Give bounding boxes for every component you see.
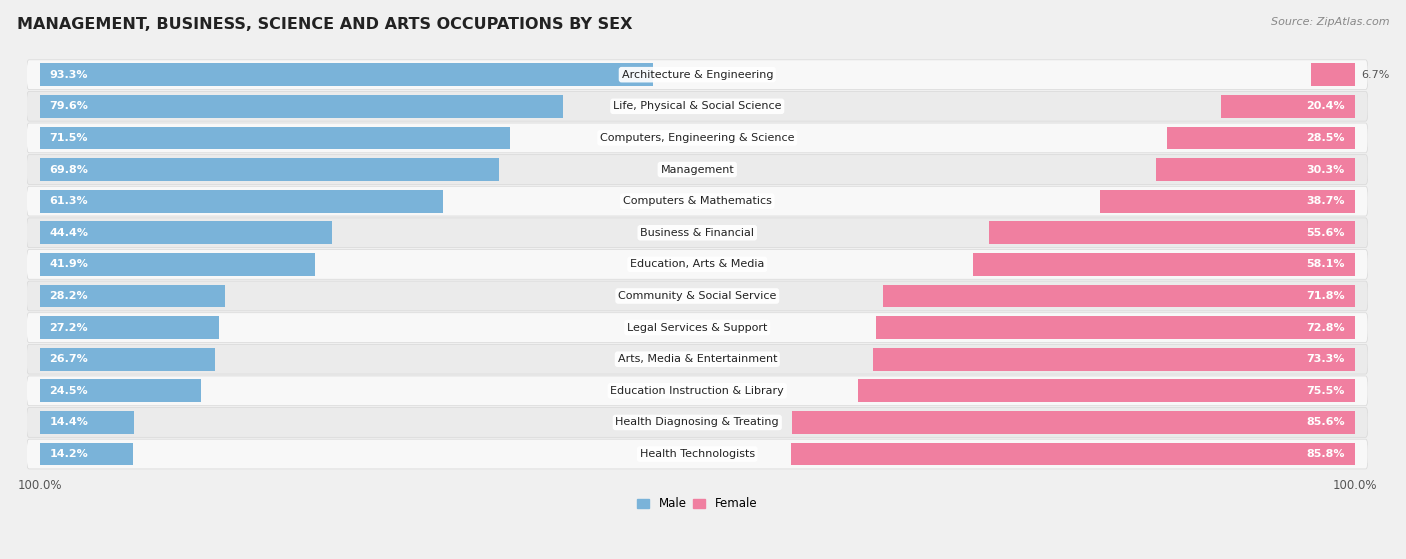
FancyBboxPatch shape <box>27 186 1368 216</box>
Text: Life, Physical & Social Science: Life, Physical & Social Science <box>613 101 782 111</box>
Text: 58.1%: 58.1% <box>1306 259 1346 269</box>
Text: Computers & Mathematics: Computers & Mathematics <box>623 196 772 206</box>
Text: 72.8%: 72.8% <box>1306 323 1346 333</box>
Text: Source: ZipAtlas.com: Source: ZipAtlas.com <box>1271 17 1389 27</box>
Text: 61.3%: 61.3% <box>49 196 89 206</box>
Text: Arts, Media & Entertainment: Arts, Media & Entertainment <box>617 354 778 364</box>
FancyBboxPatch shape <box>27 155 1368 184</box>
Text: Architecture & Engineering: Architecture & Engineering <box>621 70 773 80</box>
Bar <box>792 411 1355 434</box>
Text: 30.3%: 30.3% <box>1306 164 1346 174</box>
Text: 75.5%: 75.5% <box>1306 386 1346 396</box>
FancyBboxPatch shape <box>27 281 1368 311</box>
Text: 85.8%: 85.8% <box>1306 449 1346 459</box>
Text: 20.4%: 20.4% <box>1306 101 1346 111</box>
Text: 14.4%: 14.4% <box>49 418 89 428</box>
Text: Legal Services & Support: Legal Services & Support <box>627 323 768 333</box>
Text: Health Technologists: Health Technologists <box>640 449 755 459</box>
Bar <box>883 285 1355 307</box>
Bar <box>1101 190 1355 212</box>
Bar <box>39 63 654 86</box>
Bar <box>873 348 1355 371</box>
Bar <box>1167 126 1355 149</box>
Bar <box>39 221 332 244</box>
FancyBboxPatch shape <box>27 408 1368 437</box>
Text: 44.4%: 44.4% <box>49 228 89 238</box>
Bar <box>39 253 315 276</box>
Text: 93.3%: 93.3% <box>49 70 89 80</box>
Text: Community & Social Service: Community & Social Service <box>619 291 776 301</box>
FancyBboxPatch shape <box>27 312 1368 343</box>
Text: MANAGEMENT, BUSINESS, SCIENCE AND ARTS OCCUPATIONS BY SEX: MANAGEMENT, BUSINESS, SCIENCE AND ARTS O… <box>17 17 633 32</box>
Bar <box>39 348 215 371</box>
Bar <box>39 285 225 307</box>
Bar <box>39 190 443 212</box>
Text: Education Instruction & Library: Education Instruction & Library <box>610 386 785 396</box>
Bar <box>876 316 1355 339</box>
Text: 6.7%: 6.7% <box>1361 70 1389 80</box>
Bar <box>859 380 1355 402</box>
Text: 38.7%: 38.7% <box>1306 196 1346 206</box>
FancyBboxPatch shape <box>27 60 1368 89</box>
Bar <box>973 253 1355 276</box>
Bar <box>39 411 135 434</box>
Text: Business & Financial: Business & Financial <box>640 228 754 238</box>
Text: Management: Management <box>661 164 734 174</box>
Text: Education, Arts & Media: Education, Arts & Media <box>630 259 765 269</box>
Bar <box>1220 95 1355 118</box>
Text: 71.5%: 71.5% <box>49 133 89 143</box>
Text: 26.7%: 26.7% <box>49 354 89 364</box>
Bar <box>39 95 564 118</box>
Text: 27.2%: 27.2% <box>49 323 89 333</box>
Text: 28.2%: 28.2% <box>49 291 89 301</box>
Text: Health Diagnosing & Treating: Health Diagnosing & Treating <box>616 418 779 428</box>
FancyBboxPatch shape <box>27 344 1368 374</box>
Text: 85.6%: 85.6% <box>1306 418 1346 428</box>
Bar <box>39 158 499 181</box>
Bar <box>39 443 134 466</box>
Bar <box>39 380 201 402</box>
Text: 24.5%: 24.5% <box>49 386 89 396</box>
Text: 41.9%: 41.9% <box>49 259 89 269</box>
Text: 55.6%: 55.6% <box>1306 228 1346 238</box>
FancyBboxPatch shape <box>27 218 1368 248</box>
Bar <box>790 443 1355 466</box>
FancyBboxPatch shape <box>27 123 1368 153</box>
Text: 71.8%: 71.8% <box>1306 291 1346 301</box>
Text: 28.5%: 28.5% <box>1306 133 1346 143</box>
FancyBboxPatch shape <box>27 439 1368 469</box>
Text: 79.6%: 79.6% <box>49 101 89 111</box>
Bar <box>990 221 1355 244</box>
Text: 69.8%: 69.8% <box>49 164 89 174</box>
Bar <box>1156 158 1355 181</box>
Legend: Male, Female: Male, Female <box>633 492 762 515</box>
Bar <box>1310 63 1355 86</box>
FancyBboxPatch shape <box>27 249 1368 280</box>
Bar <box>39 126 510 149</box>
Text: 14.2%: 14.2% <box>49 449 89 459</box>
Bar <box>39 316 218 339</box>
Text: 73.3%: 73.3% <box>1306 354 1346 364</box>
FancyBboxPatch shape <box>27 92 1368 121</box>
FancyBboxPatch shape <box>27 376 1368 406</box>
Text: Computers, Engineering & Science: Computers, Engineering & Science <box>600 133 794 143</box>
